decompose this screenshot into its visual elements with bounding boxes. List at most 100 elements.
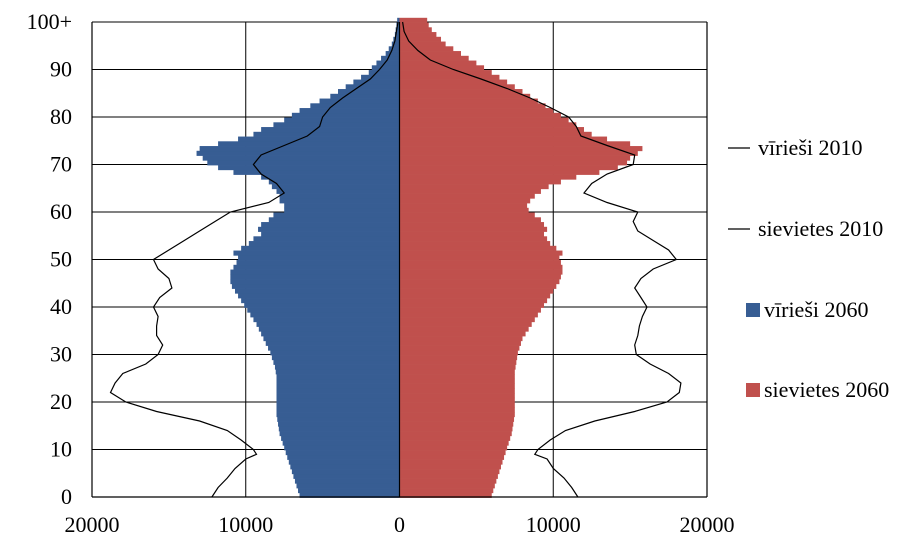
female-2060-bar bbox=[399, 450, 506, 456]
male-2060-bar bbox=[319, 98, 400, 104]
legend-label: sievietes 2060 bbox=[764, 377, 889, 402]
y-tick-label: 50 bbox=[50, 247, 72, 272]
female-2060-bar bbox=[399, 307, 541, 313]
male-2060-bar bbox=[299, 108, 400, 114]
female-2060-bar bbox=[399, 326, 529, 332]
male-2060-bar bbox=[285, 450, 400, 456]
male-2060-bar bbox=[276, 393, 400, 399]
male-2060-bar bbox=[276, 402, 400, 408]
female-2060-bar bbox=[399, 288, 554, 294]
male-2060-bar bbox=[282, 440, 400, 446]
female-2060-bar bbox=[399, 374, 515, 380]
male-2060-bar bbox=[238, 255, 400, 261]
female-2060-bar bbox=[399, 22, 429, 28]
male-2060-bar bbox=[271, 184, 400, 190]
female-2060-bar bbox=[399, 488, 494, 494]
female-2060-bar bbox=[399, 492, 492, 498]
female-2060-bar bbox=[399, 198, 531, 204]
male-2060-bar bbox=[273, 359, 400, 365]
female-2060-bar bbox=[399, 93, 531, 99]
female-2060-bar bbox=[399, 478, 497, 484]
male-2060-bar bbox=[345, 84, 400, 90]
male-2060-bar bbox=[278, 421, 400, 427]
female-2060-bar bbox=[399, 355, 518, 361]
female-2060-bar bbox=[399, 98, 538, 104]
male-2060-bar bbox=[281, 435, 400, 441]
female-2060-bar bbox=[399, 279, 560, 285]
male-2060-bar bbox=[278, 426, 400, 432]
female-2060-bar bbox=[399, 359, 517, 365]
male-2060-bar bbox=[273, 122, 400, 128]
female-2060-bar bbox=[399, 397, 515, 403]
male-2060-bar bbox=[234, 288, 400, 294]
male-2060-bar bbox=[238, 136, 400, 142]
male-2060-bar bbox=[233, 169, 400, 175]
female-2060-bar bbox=[399, 260, 561, 266]
female-2060-bar bbox=[399, 350, 518, 356]
female-2060-bar bbox=[399, 41, 446, 47]
male-2060-bar bbox=[279, 198, 400, 204]
female-2060-bar bbox=[399, 274, 561, 280]
male-2060-bar bbox=[230, 269, 400, 275]
female-2060-bar bbox=[399, 155, 631, 161]
female-2060-bar bbox=[399, 55, 469, 61]
female-2060-bar bbox=[399, 74, 500, 80]
male-2060-bar bbox=[296, 483, 400, 489]
female-2060-bar bbox=[399, 179, 561, 185]
female-2060-bar bbox=[399, 469, 500, 475]
male-2060-bar bbox=[218, 165, 400, 171]
y-tick-label: 70 bbox=[50, 152, 72, 177]
male-2060-bar bbox=[276, 412, 400, 418]
female-2060-bar bbox=[399, 412, 515, 418]
female-2060-bar bbox=[399, 70, 492, 76]
y-tick-label: 30 bbox=[50, 342, 72, 367]
male-2060-bar bbox=[276, 374, 400, 380]
male-2060-bar bbox=[284, 445, 400, 451]
female-2060-bar bbox=[399, 393, 515, 399]
female-2060-bar bbox=[399, 217, 541, 223]
female-2060-bar bbox=[399, 160, 628, 166]
male-2060-bar bbox=[233, 250, 400, 256]
female-2060-bar bbox=[399, 283, 557, 289]
male-2060-bar bbox=[241, 245, 400, 251]
male-2060-bar bbox=[263, 336, 400, 342]
male-2060-bar bbox=[261, 174, 400, 180]
x-tick-label: 0 bbox=[394, 512, 405, 537]
male-2060-bar bbox=[276, 188, 400, 194]
female-2060-bar bbox=[399, 46, 454, 52]
female-2060-bar bbox=[399, 302, 545, 308]
male-2060-bar bbox=[231, 283, 400, 289]
female-2060-bar bbox=[399, 483, 495, 489]
female-2060-bar bbox=[399, 193, 535, 199]
female-2060-bar bbox=[399, 464, 501, 470]
legend-color-swatch bbox=[746, 383, 760, 397]
male-2060-bar bbox=[199, 146, 400, 152]
male-2060-bar bbox=[261, 331, 400, 337]
legend: vīrieši 2010 sievietes 2010 vīrieši 2060 si… bbox=[728, 135, 889, 402]
female-2060-bar bbox=[399, 336, 523, 342]
female-2060-bar bbox=[399, 431, 512, 437]
male-2060-bar bbox=[381, 55, 400, 61]
female-2060-bar bbox=[399, 317, 535, 323]
y-tick-label: 0 bbox=[61, 484, 72, 509]
female-2060-bar bbox=[399, 388, 515, 394]
female-2060-bar bbox=[399, 426, 513, 432]
female-2060-bar bbox=[399, 421, 514, 427]
female-2060-bar bbox=[399, 407, 515, 413]
male-2060-bar bbox=[273, 212, 400, 218]
male-2060-bar bbox=[279, 193, 400, 199]
male-2060-bar bbox=[258, 326, 400, 332]
male-2060-bar bbox=[238, 293, 400, 299]
male-2060-bar bbox=[270, 350, 400, 356]
legend-color-swatch bbox=[746, 303, 760, 317]
female-2060-bar bbox=[399, 169, 600, 175]
male-2060-bar bbox=[247, 307, 400, 313]
male-2060-bar bbox=[361, 74, 400, 80]
legend-label: vīrieši 2060 bbox=[764, 297, 869, 322]
male-2060-bar bbox=[202, 155, 400, 161]
male-2060-bar bbox=[261, 222, 400, 228]
male-2060-bar bbox=[394, 32, 400, 38]
male-2060-bar bbox=[268, 217, 400, 223]
male-2060-bar bbox=[293, 473, 400, 479]
male-2060-bar bbox=[276, 383, 400, 389]
